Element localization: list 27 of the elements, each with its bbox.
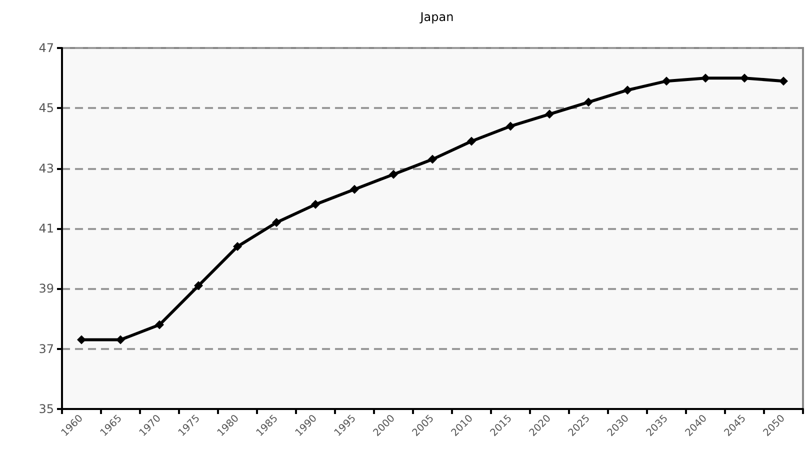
point xyxy=(467,136,476,146)
point xyxy=(428,154,437,164)
point xyxy=(116,335,125,344)
y-tick-label: 35 xyxy=(38,402,54,416)
point xyxy=(272,218,281,227)
point xyxy=(779,76,788,86)
point xyxy=(701,74,710,83)
point xyxy=(77,335,86,344)
point xyxy=(623,86,632,95)
y-tick-label: 39 xyxy=(38,282,54,296)
point xyxy=(350,184,359,194)
point xyxy=(584,98,593,107)
y-tick-label: 41 xyxy=(38,222,54,236)
point xyxy=(545,110,554,119)
point xyxy=(233,242,242,252)
point xyxy=(311,200,320,209)
point xyxy=(155,320,164,330)
point xyxy=(194,281,203,290)
y-tick-label: 43 xyxy=(38,161,54,176)
point xyxy=(389,170,398,179)
point xyxy=(506,122,515,131)
y-tick-label: 47 xyxy=(38,41,54,55)
y-tick-label: 45 xyxy=(38,101,54,116)
y-tick-label: 37 xyxy=(38,342,54,356)
point xyxy=(662,76,671,86)
chart-title: Japan xyxy=(419,10,454,24)
point xyxy=(740,74,749,83)
